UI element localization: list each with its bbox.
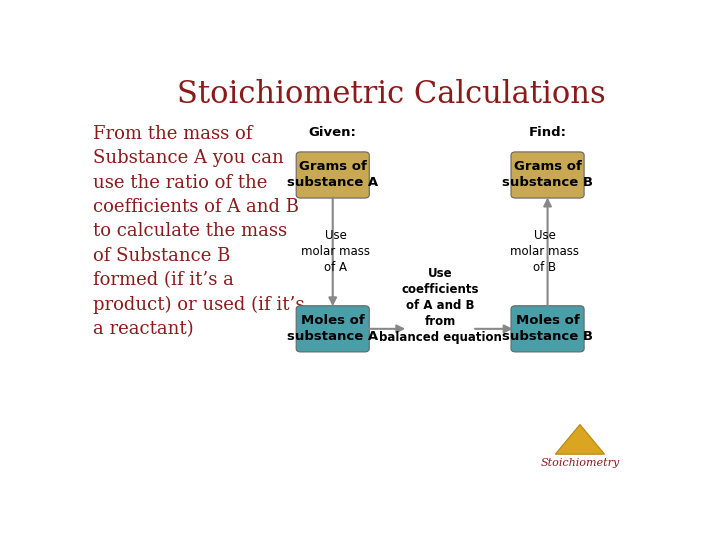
Text: Moles of
substance A: Moles of substance A xyxy=(287,314,378,343)
Text: Given:: Given: xyxy=(309,126,356,139)
FancyBboxPatch shape xyxy=(296,152,369,198)
Text: Grams of
substance B: Grams of substance B xyxy=(502,160,593,190)
Text: Use
coefficients
of A and B
from
balanced equation: Use coefficients of A and B from balance… xyxy=(379,267,502,345)
Text: Stoichiometric Calculations: Stoichiometric Calculations xyxy=(177,79,606,110)
Text: Use
molar mass
of A: Use molar mass of A xyxy=(301,230,370,274)
FancyBboxPatch shape xyxy=(296,306,369,352)
Text: From the mass of
Substance A you can
use the ratio of the
coefficients of A and : From the mass of Substance A you can use… xyxy=(93,125,305,338)
Text: Stoichiometry: Stoichiometry xyxy=(540,458,619,468)
Text: Moles of
substance B: Moles of substance B xyxy=(502,314,593,343)
Text: Find:: Find: xyxy=(528,126,567,139)
FancyBboxPatch shape xyxy=(511,306,584,352)
Text: Grams of
substance A: Grams of substance A xyxy=(287,160,378,190)
FancyBboxPatch shape xyxy=(511,152,584,198)
Polygon shape xyxy=(555,424,605,454)
Text: Use
molar mass
of B: Use molar mass of B xyxy=(510,230,580,274)
